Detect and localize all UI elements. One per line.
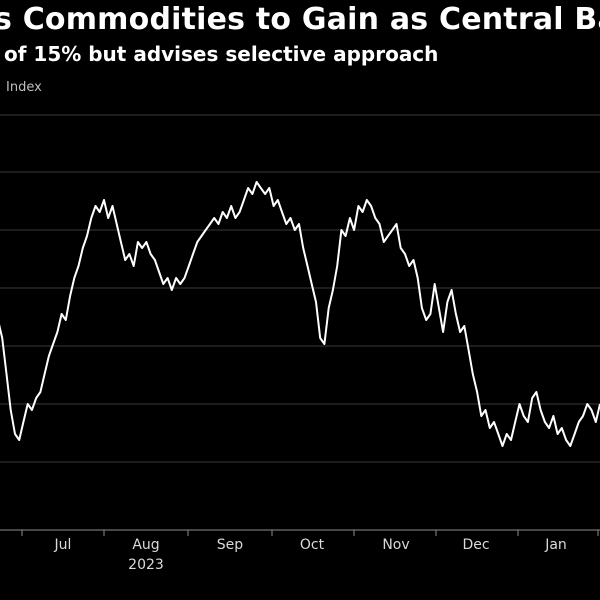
x-tick-label: Dec: [462, 537, 489, 553]
x-tick-label: Sep: [217, 537, 244, 553]
chart-subtitle: of 15% but advises selective approach: [4, 42, 439, 66]
y-axis-label: Index: [6, 80, 42, 95]
grid-lines: [0, 114, 600, 463]
x-tick-label: Nov: [382, 537, 409, 553]
x-tick-label: Oct: [300, 537, 325, 553]
x-tick-label: Jul: [54, 537, 72, 553]
x-tick-label: Aug: [132, 537, 159, 553]
year-label: 2023: [128, 557, 164, 573]
chart-title: s Commodities to Gain as Central Ba: [0, 2, 600, 37]
x-tick-label: Jan: [544, 537, 567, 553]
x-axis-ticks: Jul Aug Sep Oct Nov Dec Jan: [21, 530, 599, 553]
series-line: [0, 181, 600, 447]
